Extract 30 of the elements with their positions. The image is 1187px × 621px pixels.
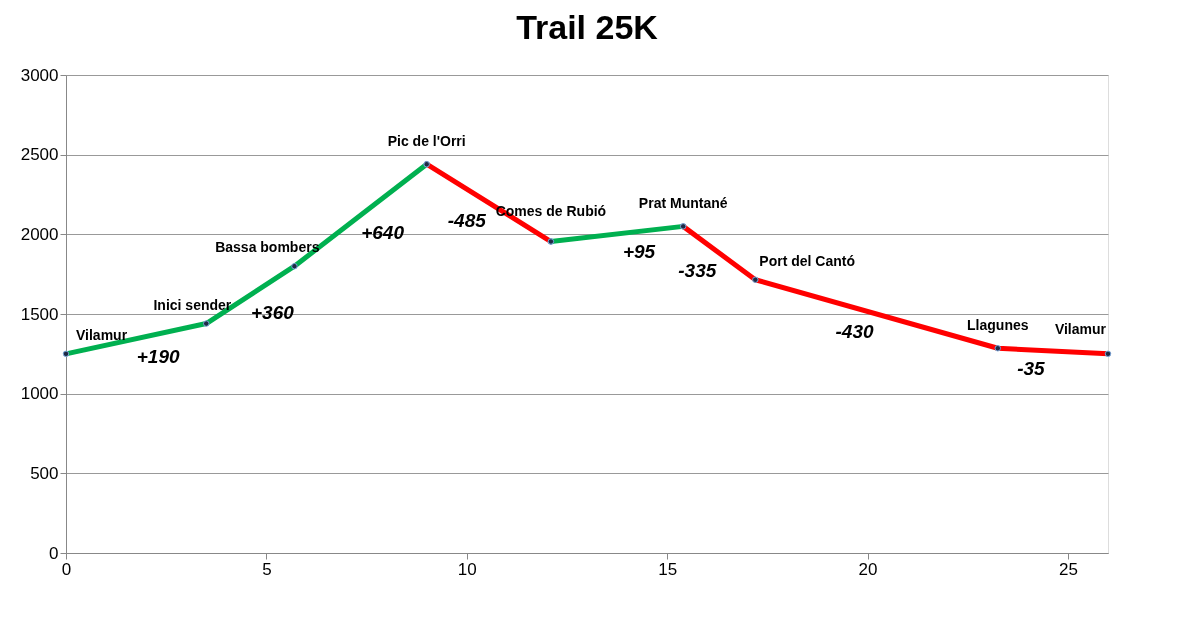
x-tick-label: 5 <box>262 559 272 579</box>
annotation: Port del Cantó <box>759 252 855 269</box>
annotation: Inici sender <box>153 296 232 313</box>
annotation: Vilamur <box>1054 320 1107 337</box>
chart-title: Trail 25K <box>516 8 659 46</box>
x-tick-label: 20 <box>858 559 878 579</box>
y-tick-label: 2000 <box>20 224 59 244</box>
y-tick-label: 500 <box>30 463 59 483</box>
annotation: +360 <box>250 301 295 323</box>
y-tick-label: 1000 <box>20 384 59 404</box>
x-tick-label: 15 <box>658 559 678 579</box>
annotation: -430 <box>835 321 874 342</box>
x-tick-label: 10 <box>457 559 477 579</box>
annotation: Prat Muntané <box>638 195 728 212</box>
y-tick-label: 3000 <box>20 65 59 85</box>
annotation: -485 <box>447 209 487 231</box>
annotation: -335 <box>678 260 717 282</box>
y-tick-label: 1500 <box>20 304 59 324</box>
annotation: +190 <box>136 345 180 367</box>
y-tick-label: 2500 <box>20 145 59 165</box>
annotation: Llagunes <box>967 317 1029 334</box>
annotation: Vilamur <box>76 326 128 343</box>
y-tick-label: 0 <box>49 543 59 563</box>
annotation: Bassa bombers <box>215 239 320 256</box>
x-tick-label: 25 <box>1058 559 1078 579</box>
x-tick-label: 0 <box>61 559 72 579</box>
annotation: Pic de l'Orri <box>387 133 466 150</box>
annotation: +640 <box>361 222 405 244</box>
annotation: +95 <box>622 240 656 262</box>
annotation: -35 <box>1017 358 1046 380</box>
